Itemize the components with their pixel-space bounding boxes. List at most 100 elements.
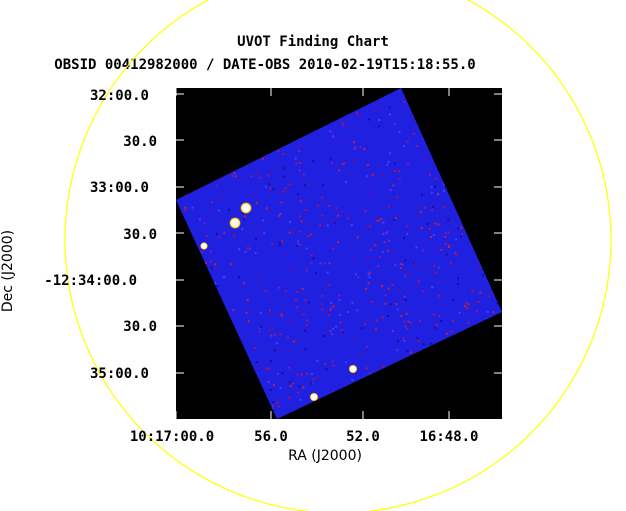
noise-pixel — [380, 218, 383, 221]
noise-pixel — [386, 315, 389, 317]
noise-pixel — [357, 235, 360, 238]
noise-pixel — [351, 257, 354, 260]
noise-pixel — [435, 323, 438, 326]
noise-pixel — [211, 201, 213, 204]
noise-pixel — [325, 201, 328, 204]
noise-pixel — [402, 301, 404, 303]
noise-pixel — [331, 162, 333, 165]
noise-pixel — [298, 150, 301, 153]
noise-pixel — [294, 157, 297, 160]
noise-pixel — [393, 162, 396, 165]
noise-pixel — [346, 171, 349, 174]
noise-pixel — [364, 210, 367, 213]
noise-pixel — [430, 191, 433, 194]
noise-pixel — [432, 205, 434, 208]
noise-pixel — [357, 276, 360, 278]
noise-pixel — [341, 329, 344, 332]
noise-pixel — [298, 169, 301, 172]
noise-pixel — [287, 349, 290, 352]
x-axis-label: RA (J2000) — [288, 448, 362, 464]
noise-pixel — [471, 289, 474, 292]
noise-pixel — [408, 336, 411, 339]
noise-pixel — [445, 332, 448, 335]
noise-pixel — [296, 243, 299, 246]
noise-pixel — [394, 217, 397, 220]
noise-pixel — [389, 152, 392, 155]
noise-pixel — [257, 280, 260, 283]
x-tick-labels: 10:17:00.0 56.0 52.0 16:48.0 — [130, 429, 479, 445]
noise-pixel — [365, 288, 368, 290]
noise-pixel — [345, 142, 348, 145]
noise-pixel — [479, 291, 482, 294]
noise-pixel — [258, 273, 260, 276]
noise-pixel — [431, 286, 434, 289]
noise-pixel — [400, 267, 403, 270]
noise-pixel — [288, 183, 291, 186]
noise-pixel — [352, 159, 355, 162]
noise-pixel — [388, 106, 391, 109]
noise-pixel — [410, 322, 413, 324]
noise-pixel — [368, 271, 371, 274]
noise-pixel — [367, 282, 370, 285]
noise-pixel — [366, 164, 369, 166]
noise-pixel — [284, 290, 287, 293]
noise-pixel — [365, 367, 368, 370]
noise-pixel — [296, 244, 299, 247]
noise-pixel — [440, 320, 443, 322]
noise-pixel — [269, 309, 271, 312]
noise-pixel — [321, 294, 324, 297]
noise-pixel — [429, 173, 431, 176]
chart-subtitle: OBSID 00412982000 / DATE-OBS 2010-02-19T… — [54, 57, 475, 73]
noise-pixel — [386, 230, 388, 233]
noise-pixel — [310, 233, 313, 236]
noise-pixel — [312, 160, 315, 163]
noise-pixel — [387, 287, 390, 290]
noise-pixel — [312, 378, 315, 381]
noise-pixel — [184, 206, 187, 209]
noise-pixel — [402, 337, 405, 340]
noise-pixel — [279, 333, 282, 336]
noise-pixel — [385, 232, 388, 235]
noise-pixel — [295, 306, 298, 309]
noise-pixel — [404, 325, 407, 328]
noise-pixel — [198, 218, 201, 221]
noise-pixel — [422, 343, 425, 346]
noise-pixel — [444, 235, 447, 238]
noise-pixel — [400, 315, 403, 318]
noise-pixel — [404, 307, 407, 310]
noise-pixel — [263, 232, 266, 235]
noise-pixel — [389, 258, 391, 261]
noise-pixel — [330, 307, 332, 310]
noise-pixel — [296, 193, 299, 196]
noise-pixel — [415, 145, 418, 147]
noise-pixel — [304, 348, 307, 351]
noise-pixel — [241, 228, 244, 231]
noise-pixel — [384, 294, 387, 297]
noise-pixel — [232, 309, 235, 312]
noise-pixel — [396, 349, 399, 352]
noise-pixel — [330, 157, 332, 160]
noise-pixel — [299, 161, 302, 164]
noise-pixel — [354, 340, 357, 343]
noise-pixel — [232, 235, 235, 238]
noise-pixel — [403, 295, 406, 298]
noise-pixel — [428, 228, 431, 230]
noise-pixel — [374, 110, 377, 112]
noise-pixel — [387, 160, 390, 163]
noise-pixel — [434, 185, 436, 188]
noise-pixel — [301, 287, 304, 290]
noise-pixel — [262, 219, 265, 222]
noise-pixel — [332, 364, 335, 367]
noise-pixel — [321, 308, 324, 311]
noise-pixel — [377, 281, 380, 284]
noise-pixel — [258, 326, 261, 329]
noise-pixel — [303, 329, 306, 332]
noise-pixel — [447, 244, 450, 247]
noise-pixel — [403, 236, 405, 239]
noise-pixel — [289, 381, 292, 384]
noise-pixel — [396, 308, 399, 311]
source-marker — [348, 364, 358, 374]
noise-pixel — [288, 231, 291, 234]
noise-pixel — [415, 246, 418, 249]
